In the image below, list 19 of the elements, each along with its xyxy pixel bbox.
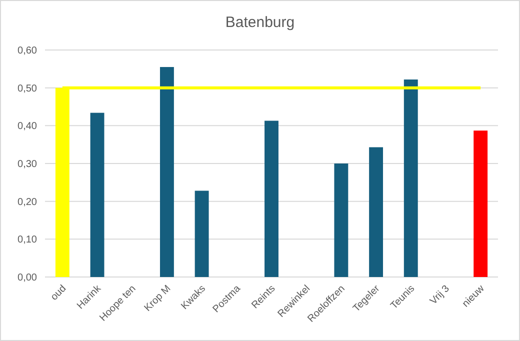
bar xyxy=(334,164,348,277)
x-tick-label: Krop M xyxy=(142,283,174,314)
y-tick-label: 0,50 xyxy=(18,83,38,94)
bar xyxy=(90,112,104,277)
x-tick-label: Vrij 3 xyxy=(428,283,452,307)
bar xyxy=(369,147,384,277)
x-tick-label: oud xyxy=(48,283,69,303)
y-tick-label: 0,20 xyxy=(18,196,38,208)
y-tick-label: 0,10 xyxy=(18,234,38,246)
y-tick-label: 0,00 xyxy=(18,272,38,284)
bar xyxy=(160,67,174,277)
bar xyxy=(264,120,278,277)
bar xyxy=(404,80,418,277)
y-tick-label: 0,40 xyxy=(18,121,38,132)
bar xyxy=(194,190,209,277)
y-tick-label: 0,30 xyxy=(18,159,38,170)
y-tick-label: 0,60 xyxy=(18,46,38,56)
chart-title: Batenburg xyxy=(225,14,295,31)
bar xyxy=(474,130,488,277)
